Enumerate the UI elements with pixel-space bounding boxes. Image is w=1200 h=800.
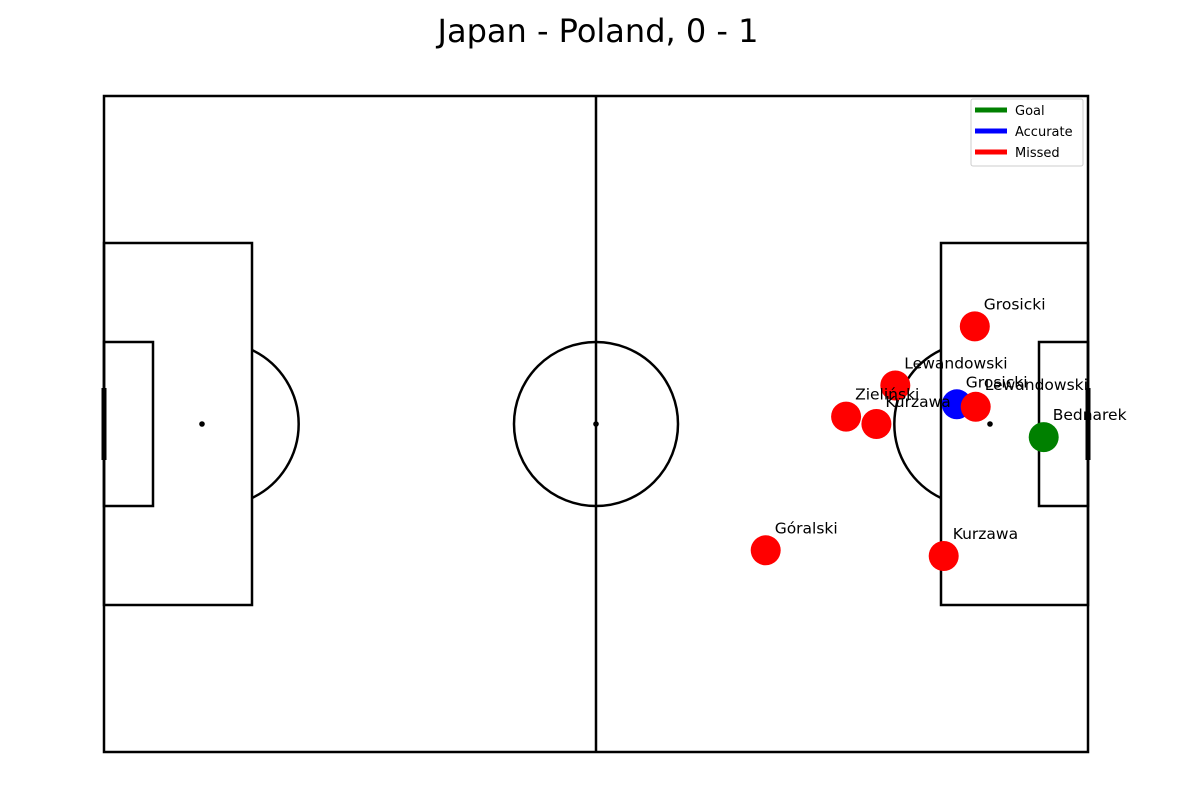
shot-marker xyxy=(1028,422,1059,453)
legend-missed-label: Missed xyxy=(1015,146,1060,161)
shot-player-label: Zieliński xyxy=(855,386,919,404)
shot-marker xyxy=(928,541,959,571)
shot-marker xyxy=(831,401,862,432)
center-circle xyxy=(512,340,680,508)
shot-marker xyxy=(861,409,892,439)
shot-marker xyxy=(750,535,781,566)
right-penalty-spot xyxy=(987,421,993,427)
left-penalty-spot xyxy=(199,421,205,427)
shots-layer: GrosickiLewandowskiZielińskiKurzawaGrosi… xyxy=(750,295,1127,571)
right-penalty-arc xyxy=(893,348,942,500)
left-penalty-box xyxy=(102,241,254,607)
shot-player-label: Bednarek xyxy=(1053,406,1127,424)
shot-marker xyxy=(880,370,911,401)
left-six-yard-box xyxy=(102,340,155,508)
legend-goal-label: Goal xyxy=(1015,104,1045,119)
shot-marker xyxy=(959,311,990,342)
shot-player-label: Góralski xyxy=(775,519,838,537)
shot-player-label: Kurzawa xyxy=(953,525,1018,543)
pitch-markings xyxy=(101,94,1091,754)
legend: Goal Accurate Missed xyxy=(970,98,1084,167)
shot-player-label: Grosicki xyxy=(966,373,1028,391)
shot-player-label: Grosicki xyxy=(984,295,1046,313)
shot-player-label: Kurzawa xyxy=(885,393,950,411)
shot-player-label: Lewandowski xyxy=(985,376,1088,394)
legend-box xyxy=(970,98,1084,167)
legend-accurate-label: Accurate xyxy=(1015,125,1073,140)
shot-marker xyxy=(960,391,991,422)
center-spot xyxy=(593,421,599,427)
chart-title: Japan - Poland, 0 - 1 xyxy=(436,12,759,50)
shot-player-label: Lewandowski xyxy=(904,355,1007,373)
left-penalty-arc xyxy=(251,348,300,500)
